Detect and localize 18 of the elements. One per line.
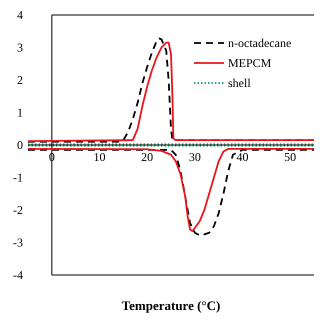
x-tick-label: 40 xyxy=(236,150,248,164)
y-tick-label: 4 xyxy=(17,8,23,22)
x-tick-label: 20 xyxy=(141,150,154,164)
y-tick-label: 2 xyxy=(17,73,23,87)
legend-label: MEPCM xyxy=(228,56,272,70)
legend-label: n-octadecane xyxy=(228,36,292,50)
y-tick-label: -3 xyxy=(13,236,23,250)
x-axis-title: Temperature (°C) xyxy=(122,298,220,313)
y-tick-label: -2 xyxy=(13,203,23,217)
y-tick-label: 3 xyxy=(17,40,23,54)
y-tick-label: 0 xyxy=(17,138,23,152)
legend-label: shell xyxy=(228,76,252,90)
y-tick-label: -1 xyxy=(13,170,23,184)
x-tick-label: 10 xyxy=(94,150,106,164)
x-tick-label: 30 xyxy=(188,150,201,164)
x-tick-label: 50 xyxy=(284,150,296,164)
y-tick-label: 1 xyxy=(17,106,23,120)
y-tick-label: -4 xyxy=(13,268,23,282)
